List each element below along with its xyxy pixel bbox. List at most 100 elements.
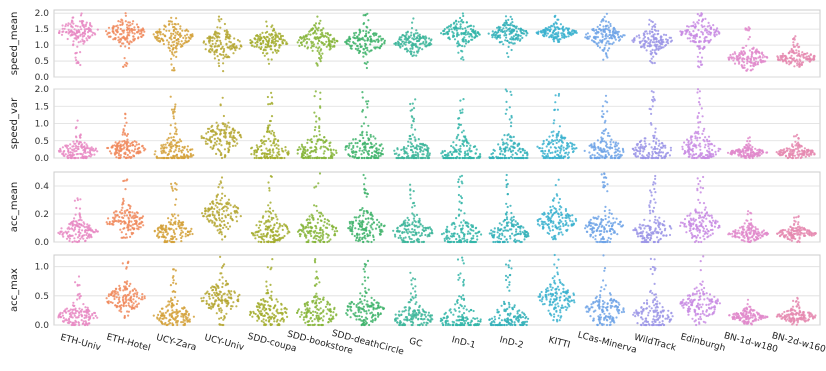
data-point xyxy=(254,41,257,45)
data-point xyxy=(301,150,305,153)
data-point xyxy=(510,41,513,44)
data-point xyxy=(567,151,570,154)
data-point xyxy=(512,29,515,32)
data-point xyxy=(522,156,525,160)
data-point xyxy=(216,127,219,130)
data-point xyxy=(315,120,318,123)
data-point xyxy=(681,148,684,151)
data-point xyxy=(314,26,317,29)
swarm-UCY-Zara-speed_mean xyxy=(152,16,194,72)
data-point xyxy=(700,63,704,66)
data-point xyxy=(505,142,508,145)
data-point xyxy=(82,156,85,160)
data-point xyxy=(653,61,656,65)
data-point xyxy=(604,100,607,103)
data-point xyxy=(699,145,702,148)
data-point xyxy=(662,46,665,49)
data-point xyxy=(120,212,123,215)
data-point xyxy=(515,36,518,40)
data-point xyxy=(788,50,792,53)
data-point xyxy=(536,32,539,35)
data-point xyxy=(216,45,219,48)
data-point xyxy=(79,136,82,139)
data-point xyxy=(765,55,768,59)
data-point xyxy=(694,135,697,138)
data-point xyxy=(124,117,127,120)
data-point xyxy=(172,115,175,118)
data-point xyxy=(90,25,93,28)
data-point xyxy=(661,43,664,46)
data-point xyxy=(370,38,373,42)
data-point xyxy=(209,51,212,54)
data-point xyxy=(123,146,126,149)
data-point xyxy=(800,155,803,159)
data-point xyxy=(614,145,617,148)
data-point xyxy=(239,133,242,136)
data-point xyxy=(117,36,120,39)
data-point xyxy=(166,39,169,42)
data-point xyxy=(76,45,79,48)
data-point xyxy=(228,33,231,36)
data-point xyxy=(547,150,551,153)
data-point xyxy=(328,144,331,147)
data-point xyxy=(601,35,604,39)
data-point xyxy=(412,107,416,110)
data-point xyxy=(462,14,465,18)
data-point xyxy=(76,25,79,28)
data-point xyxy=(798,45,801,48)
data-point xyxy=(228,131,231,135)
data-point xyxy=(465,21,468,24)
data-point xyxy=(709,26,712,29)
data-point xyxy=(726,151,730,154)
data-point xyxy=(257,156,260,160)
data-point xyxy=(407,144,410,147)
data-point xyxy=(460,33,463,36)
data-point xyxy=(550,131,553,134)
data-point xyxy=(708,150,711,153)
data-point xyxy=(415,45,418,48)
data-point xyxy=(377,148,380,151)
data-point xyxy=(661,38,664,42)
data-point xyxy=(371,151,374,154)
data-point xyxy=(552,40,556,43)
data-point xyxy=(642,155,645,158)
data-point xyxy=(124,20,127,23)
data-point xyxy=(116,214,119,217)
data-point xyxy=(124,14,127,17)
data-point xyxy=(159,156,163,160)
data-point xyxy=(441,155,444,158)
data-point xyxy=(707,21,710,24)
data-point xyxy=(751,47,754,50)
data-point xyxy=(557,35,560,38)
data-point xyxy=(259,47,262,51)
data-point xyxy=(643,39,647,43)
data-point xyxy=(305,34,308,37)
data-point xyxy=(231,138,234,141)
data-point xyxy=(699,120,702,124)
data-point xyxy=(170,218,173,221)
data-point xyxy=(602,132,605,135)
data-point xyxy=(67,230,70,233)
data-point xyxy=(286,151,289,154)
data-point xyxy=(219,130,222,133)
data-point xyxy=(296,41,299,44)
data-point xyxy=(450,28,453,31)
data-point xyxy=(466,152,470,155)
data-point xyxy=(703,46,706,50)
data-point xyxy=(126,178,129,181)
data-point xyxy=(613,156,617,160)
data-point xyxy=(415,36,419,39)
data-point xyxy=(266,95,269,99)
data-point xyxy=(712,28,716,31)
data-point xyxy=(179,45,183,48)
data-point xyxy=(739,149,742,152)
data-point xyxy=(121,140,124,143)
data-point xyxy=(164,143,167,146)
data-point xyxy=(760,52,764,55)
data-point xyxy=(419,37,422,40)
data-point xyxy=(758,148,761,151)
data-point xyxy=(634,146,637,149)
data-point xyxy=(314,126,317,129)
data-point xyxy=(601,140,604,143)
data-point xyxy=(806,52,809,55)
